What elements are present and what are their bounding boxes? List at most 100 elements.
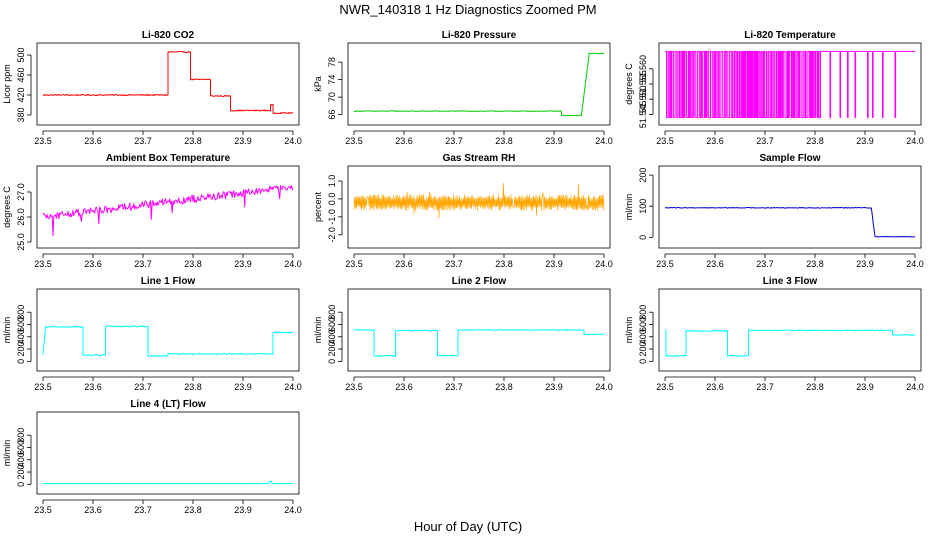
x-tick-label: 23.6	[706, 382, 724, 392]
y-tick-label: 0	[16, 482, 26, 487]
panel-7: Line 2 Flow 23.5 23.6 23.7 23.8 23.9 24.0 0 2004…	[313, 276, 613, 392]
x-tick-label: 23.5	[34, 259, 52, 269]
y-tick-label: 51.545	[638, 101, 648, 129]
x-tick-label: 23.5	[345, 136, 363, 146]
plot-frame	[347, 165, 611, 249]
panel-9: Line 4 (LT) Flow 23.5 23.6 23.7 23.8 23.9 24.0…	[2, 399, 302, 515]
panel-title: Li-820 Pressure	[442, 30, 517, 41]
panel-title: Line 3 Flow	[763, 276, 818, 287]
x-tick-label: 23.7	[756, 259, 774, 269]
y-tick-label: 0.0	[327, 193, 337, 206]
panel-title: Li-820 CO2	[142, 30, 195, 41]
y-tick-label: 600	[638, 317, 648, 332]
x-tick-label: 23.7	[445, 259, 463, 269]
y-tick-label: -1.0	[327, 209, 337, 225]
y-axis-label: ml/min	[313, 317, 323, 344]
panel-title: Line 1 Flow	[141, 276, 196, 287]
x-tick-label: 23.5	[656, 259, 674, 269]
shared-x-axis-label: Hour of Day (UTC)	[414, 519, 522, 534]
x-tick-label: 23.7	[134, 136, 152, 146]
x-tick-label: 24.0	[595, 382, 613, 392]
y-tick-label: 200	[16, 342, 26, 357]
x-tick-label: 23.9	[856, 136, 874, 146]
panel-title: Gas Stream RH	[443, 153, 516, 164]
y-tick-label: 460	[16, 67, 26, 82]
y-tick-label: 600	[16, 317, 26, 332]
series-line	[353, 182, 605, 219]
y-tick-label: 0	[327, 359, 337, 364]
plot-frame	[36, 411, 300, 495]
panel-title: Ambient Box Temperature	[106, 153, 231, 164]
panel-title: Sample Flow	[759, 153, 820, 164]
y-tick-label: 51.550	[638, 85, 648, 113]
plot-frame	[658, 165, 922, 249]
x-tick-label: 23.7	[756, 382, 774, 392]
plot-frame	[36, 288, 300, 372]
y-axis-label: degrees C	[624, 63, 634, 105]
y-tick-label: 0	[638, 359, 648, 364]
x-tick-label: 23.9	[234, 382, 252, 392]
y-tick-label: 74	[327, 75, 337, 85]
series-line	[665, 50, 915, 118]
x-tick-label: 24.0	[284, 505, 302, 515]
x-tick-label: 24.0	[906, 136, 924, 146]
x-tick-label: 23.8	[495, 259, 513, 269]
y-axis-label: ml/min	[624, 194, 634, 221]
y-axis-label: Licor ppm	[2, 64, 12, 104]
panel-6: Line 1 Flow 23.5 23.6 23.7 23.8 23.9 24.0 0 2004…	[2, 276, 302, 392]
series-line	[42, 185, 294, 237]
x-tick-label: 23.5	[34, 136, 52, 146]
y-axis-label: percent	[313, 191, 323, 222]
series-line	[42, 480, 294, 485]
x-tick-label: 23.9	[856, 259, 874, 269]
x-tick-label: 23.6	[84, 505, 102, 515]
x-tick-label: 23.5	[34, 382, 52, 392]
panel-2: Li-820 Temperature 23.5 23.6 23.7 23.8 23.9 24…	[624, 30, 924, 146]
x-tick-label: 23.9	[545, 382, 563, 392]
y-tick-label: 600	[16, 440, 26, 455]
y-axis-label: ml/min	[624, 317, 634, 344]
x-tick-label: 23.7	[134, 382, 152, 392]
y-tick-label: 78	[327, 57, 337, 67]
y-tick-label: 0	[638, 235, 648, 240]
x-tick-label: 23.5	[656, 136, 674, 146]
y-tick-label: 200	[638, 342, 648, 357]
y-axis-label: ml/min	[2, 317, 12, 344]
y-axis-label: ml/min	[2, 440, 12, 467]
y-tick-label: 25.0	[16, 233, 26, 251]
x-tick-label: 23.9	[234, 505, 252, 515]
x-tick-label: 23.8	[184, 382, 202, 392]
y-tick-label: 400	[16, 452, 26, 467]
y-tick-label: -2.0	[327, 227, 337, 243]
y-tick-label: 66	[327, 110, 337, 120]
series-line	[353, 52, 605, 117]
x-tick-label: 23.9	[545, 136, 563, 146]
y-tick-label: 51.555	[638, 70, 648, 98]
y-tick-label: 800	[327, 305, 337, 320]
x-tick-label: 23.6	[84, 259, 102, 269]
panel-title: Line 2 Flow	[452, 276, 507, 287]
x-tick-label: 23.8	[184, 505, 202, 515]
x-tick-label: 23.9	[234, 136, 252, 146]
x-tick-label: 24.0	[284, 259, 302, 269]
plot-frame	[658, 288, 922, 372]
y-axis-label: kPa	[313, 76, 323, 92]
x-tick-label: 23.8	[806, 382, 824, 392]
panel-4: Gas Stream RH 23.5 23.6 23.7 23.8 23.9 24.0 -2.…	[313, 153, 613, 269]
x-tick-label: 24.0	[284, 382, 302, 392]
x-tick-label: 23.7	[134, 259, 152, 269]
y-tick-label: 51.560	[638, 55, 648, 83]
plot-frame	[347, 288, 611, 372]
y-tick-label: 0	[16, 359, 26, 364]
series-line	[353, 328, 605, 357]
x-tick-label: 23.5	[345, 259, 363, 269]
panels-group: Li-820 CO2 23.5 23.6 23.7 23.8 23.9 24.0 380 420…	[2, 30, 924, 515]
y-tick-label: 70	[327, 92, 337, 102]
y-tick-label: 27.0	[16, 183, 26, 201]
y-tick-label: 420	[16, 87, 26, 102]
y-tick-label: 600	[327, 317, 337, 332]
y-tick-label: 200	[638, 168, 648, 183]
x-tick-label: 24.0	[595, 136, 613, 146]
panel-title: Line 4 (LT) Flow	[130, 399, 206, 410]
